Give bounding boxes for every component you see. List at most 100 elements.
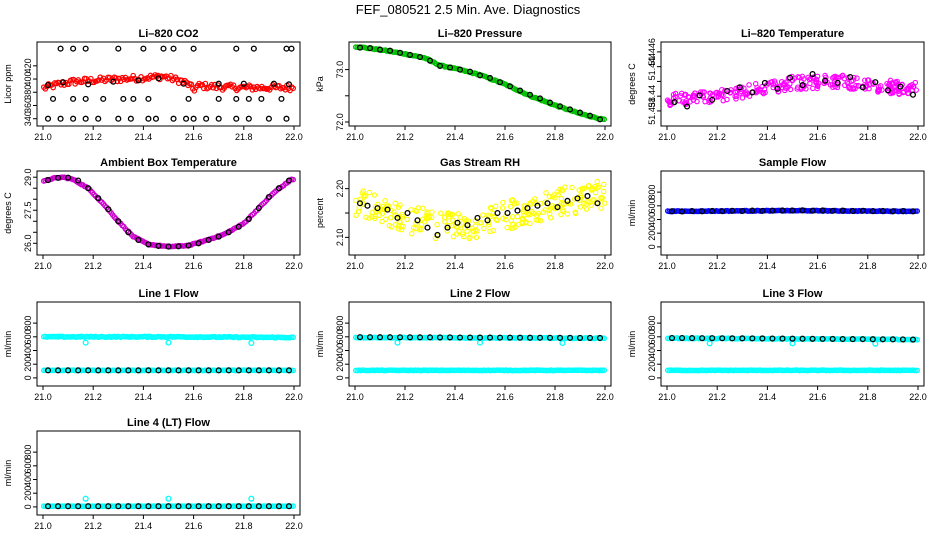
data-point (70, 95, 77, 102)
data-point (706, 340, 713, 347)
data-point (283, 45, 290, 52)
y-tick-label: 400 (23, 72, 33, 87)
data-point (601, 367, 608, 374)
y-tick-label: 600 (23, 458, 33, 473)
data-point (716, 90, 722, 97)
data-point (862, 77, 868, 84)
data-point (386, 47, 394, 54)
data-point (520, 208, 526, 215)
data-point (689, 335, 696, 342)
data-point (404, 209, 411, 217)
data-point (865, 77, 872, 83)
data-point (65, 503, 72, 510)
data-point (363, 214, 369, 221)
x-tick-label: 21.6 (496, 261, 514, 271)
data-point (190, 45, 197, 52)
data-point (569, 184, 575, 191)
data-point (806, 76, 813, 83)
data-point (910, 84, 916, 90)
data-point (446, 64, 454, 71)
data-point (356, 334, 364, 341)
y-axis-label: percent (315, 197, 325, 228)
data-point (893, 80, 900, 86)
data-point (248, 339, 255, 347)
data-point (809, 335, 816, 342)
y-tick-label: 26.0 (23, 235, 33, 253)
data-point (679, 334, 686, 342)
data-point (810, 85, 816, 92)
data-point (394, 214, 401, 221)
data-point (372, 213, 378, 220)
data-point (466, 334, 474, 341)
data-point (434, 221, 440, 228)
data-point (559, 339, 566, 347)
data-point (215, 503, 222, 510)
data-point (576, 187, 582, 193)
data-point (668, 208, 676, 215)
data-point (233, 45, 240, 52)
data-point (909, 336, 917, 343)
data-point (110, 78, 117, 85)
data-point (215, 367, 222, 374)
series-4 (44, 367, 293, 374)
data-point (195, 240, 202, 247)
data-point (847, 86, 854, 92)
data-point (581, 200, 587, 207)
data-point (854, 75, 860, 81)
data-point (145, 241, 152, 248)
chart-title: Li–820 Temperature (741, 28, 844, 40)
y-tick-label: 600 (647, 198, 657, 213)
x-tick-label: 21.0 (34, 392, 52, 402)
data-point (729, 335, 736, 342)
data-point (839, 207, 846, 214)
data-point (406, 51, 414, 58)
y-tick-label: 51.446 (647, 38, 657, 66)
data-point (255, 204, 262, 212)
data-point (413, 208, 420, 215)
data-point (576, 109, 584, 116)
x-tick-label: 21.4 (759, 132, 777, 142)
x-tick-label: 21.4 (135, 521, 153, 531)
plot-frame (36, 41, 301, 127)
y-axis-label: kPa (315, 76, 325, 92)
series-2 (352, 367, 608, 374)
data-point (371, 192, 378, 198)
data-point (596, 116, 604, 123)
data-point (506, 83, 514, 90)
data-point (566, 106, 574, 113)
series-3 (44, 503, 293, 510)
y-tick-label: 800 (647, 316, 657, 331)
x-tick-label: 22.0 (909, 261, 927, 271)
x-tick-label: 21.6 (185, 261, 203, 271)
data-point (275, 185, 282, 192)
data-point (912, 79, 918, 86)
data-point (869, 336, 876, 343)
x-tick-label: 21.2 (84, 132, 102, 142)
data-point (473, 234, 480, 241)
data-point (600, 188, 607, 195)
data-point (75, 367, 82, 374)
data-point (746, 82, 752, 88)
data-point (235, 223, 242, 230)
chart-panel-2: Li–820 Pressure 21.0 21.2 21.4 21.6 21.8 22.0 7… (315, 28, 614, 142)
data-point (510, 214, 516, 220)
data-point (762, 89, 768, 96)
data-point (215, 233, 222, 240)
data-point (85, 367, 92, 374)
data-point (460, 233, 467, 240)
data-point (749, 207, 756, 214)
data-point (120, 95, 127, 102)
data-point (467, 234, 473, 240)
data-point (44, 367, 52, 374)
plot-frame (660, 170, 925, 256)
data-point (396, 334, 404, 341)
data-point (572, 210, 579, 217)
x-tick-label: 21.2 (708, 392, 726, 402)
data-point (155, 242, 162, 249)
data-point (713, 90, 719, 96)
data-point (679, 208, 686, 215)
data-point (546, 334, 554, 341)
y-tick-label: 380 (23, 85, 33, 100)
data-point (872, 79, 879, 86)
data-point (125, 229, 132, 236)
